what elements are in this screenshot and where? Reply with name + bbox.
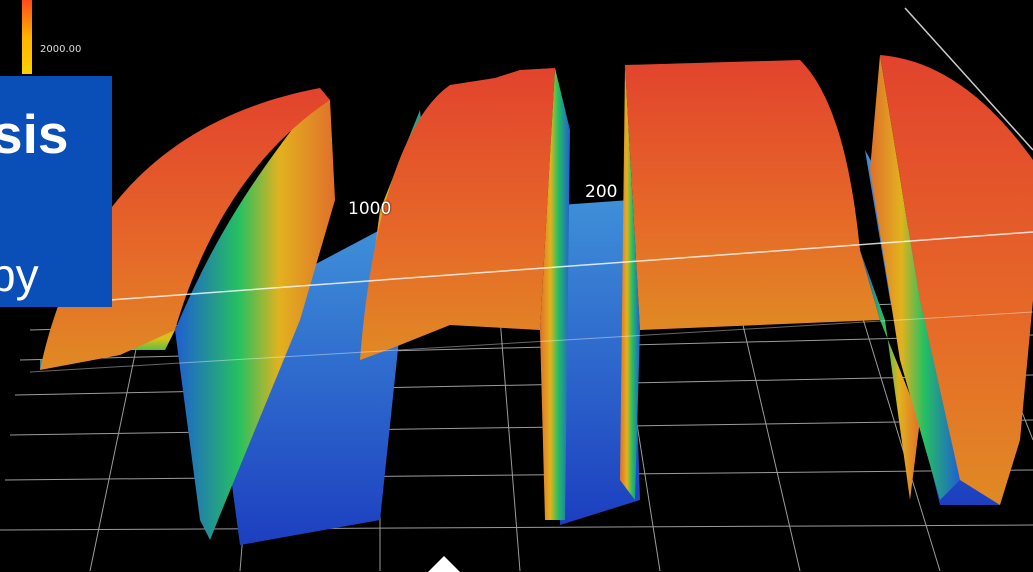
- block-3-right-side: [860, 250, 920, 500]
- brand-text-line-2: py: [0, 249, 39, 301]
- block-2-top: [360, 68, 555, 360]
- color-scale-bar: [22, 0, 32, 74]
- block-3-left-side: [620, 65, 640, 500]
- axis-tick-label-1: 1000: [348, 199, 392, 219]
- plane-line-2: [29, 311, 1033, 373]
- axis-diagonal: [904, 7, 1033, 151]
- floor-region-2: [560, 200, 640, 525]
- block-4-side: [870, 55, 960, 500]
- axis-tick-label-2: 200: [585, 182, 618, 202]
- block-2-right-side: [540, 68, 570, 520]
- caret-up-icon[interactable]: [428, 556, 460, 572]
- plane-line-1: [109, 231, 1033, 301]
- block-3-top: [625, 60, 880, 330]
- color-scale-max-label: 2000.00: [40, 44, 82, 55]
- brand-text-line-1: sis: [0, 103, 69, 165]
- block-4-top: [880, 55, 1033, 505]
- block-1-side: [175, 90, 335, 540]
- brand-logo-box: sis py: [0, 76, 112, 307]
